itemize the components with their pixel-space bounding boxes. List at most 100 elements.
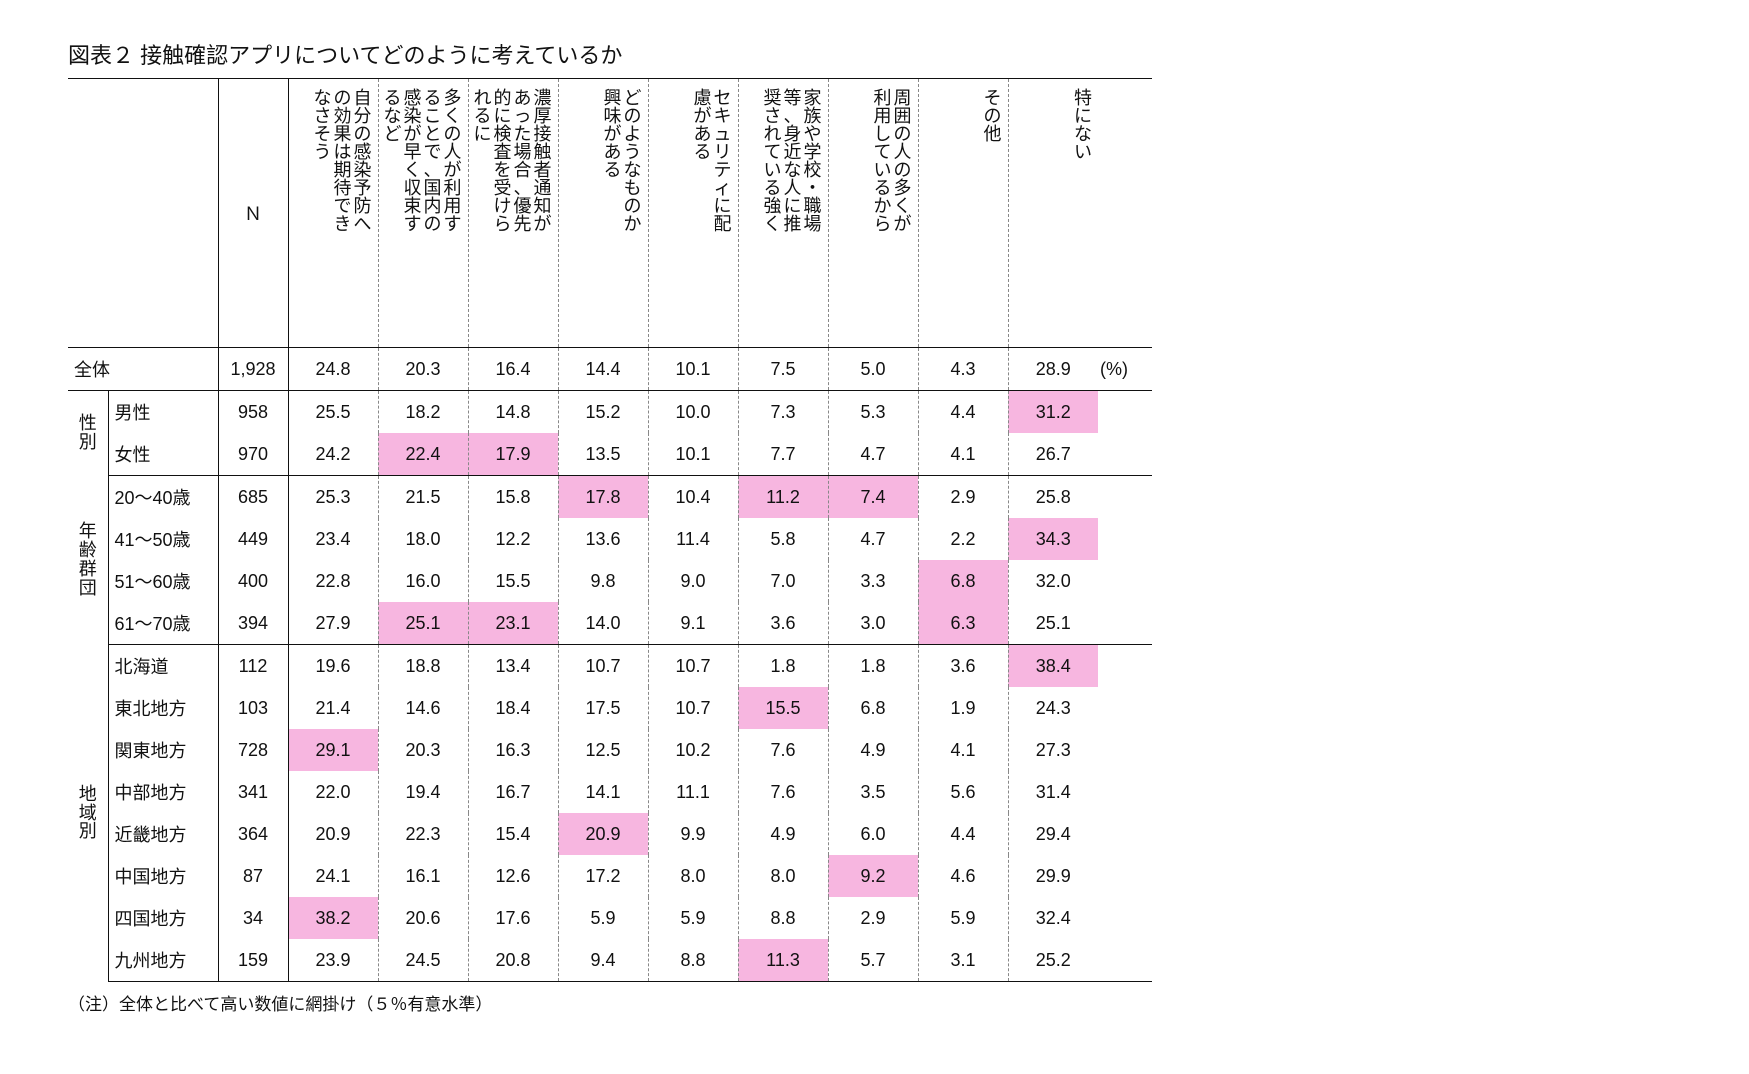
value-cell: 7.5: [738, 348, 828, 391]
value-cell: 24.3: [1008, 687, 1098, 729]
table-row: 女性97024.222.417.913.510.17.74.74.126.7: [68, 433, 1152, 476]
value-cell: 11.2: [738, 476, 828, 519]
value-cell: 10.7: [648, 687, 738, 729]
row-label: 20～40歳: [108, 476, 218, 519]
value-cell: 7.6: [738, 729, 828, 771]
row-label: 51～60歳: [108, 560, 218, 602]
value-cell: 14.1: [558, 771, 648, 813]
row-label: 61～70歳: [108, 602, 218, 645]
value-cell: 12.5: [558, 729, 648, 771]
value-cell: 18.2: [378, 391, 468, 434]
value-cell: 25.1: [1008, 602, 1098, 645]
value-cell: 6.3: [918, 602, 1008, 645]
value-cell: 19.4: [378, 771, 468, 813]
value-cell: 8.8: [648, 939, 738, 982]
row-label-total: 全体: [68, 348, 218, 391]
row-label: 中部地方: [108, 771, 218, 813]
value-cell: 10.7: [558, 645, 648, 688]
value-cell: 4.1: [918, 433, 1008, 476]
value-cell: 17.2: [558, 855, 648, 897]
value-cell: 18.4: [468, 687, 558, 729]
row-label: 四国地方: [108, 897, 218, 939]
value-cell: 4.7: [828, 433, 918, 476]
value-cell: 24.2: [288, 433, 378, 476]
n-cell: 34: [218, 897, 288, 939]
value-cell: 13.5: [558, 433, 648, 476]
value-cell: 10.1: [648, 433, 738, 476]
value-cell: 10.1: [648, 348, 738, 391]
value-cell: 8.0: [648, 855, 738, 897]
n-cell: 728: [218, 729, 288, 771]
n-cell: 112: [218, 645, 288, 688]
group-label: 性別: [68, 391, 108, 476]
value-cell: 3.6: [918, 645, 1008, 688]
table-row: 41～50歳44923.418.012.213.611.45.84.72.234…: [68, 518, 1152, 560]
n-cell: 87: [218, 855, 288, 897]
value-cell: 13.4: [468, 645, 558, 688]
value-cell: 18.0: [378, 518, 468, 560]
value-cell: 11.3: [738, 939, 828, 982]
row-label: 女性: [108, 433, 218, 476]
value-cell: 21.5: [378, 476, 468, 519]
table-title: 図表２ 接触確認アプリについてどのように考えているか: [68, 38, 1681, 70]
value-cell: 9.0: [648, 560, 738, 602]
value-cell: 22.4: [378, 433, 468, 476]
value-cell: 9.1: [648, 602, 738, 645]
row-label: 東北地方: [108, 687, 218, 729]
value-cell: 20.9: [558, 813, 648, 855]
value-cell: 12.2: [468, 518, 558, 560]
row-label: 中国地方: [108, 855, 218, 897]
n-cell: 958: [218, 391, 288, 434]
table-row: 61～70歳39427.925.123.114.09.13.63.06.325.…: [68, 602, 1152, 645]
n-cell: 103: [218, 687, 288, 729]
value-cell: 10.2: [648, 729, 738, 771]
value-cell: 9.8: [558, 560, 648, 602]
value-cell: 1.8: [828, 645, 918, 688]
value-cell: 25.1: [378, 602, 468, 645]
col-header-3: 濃厚接触者通知があった場合、優先的に検査を受けられるに: [468, 79, 558, 348]
n-cell: 400: [218, 560, 288, 602]
value-cell: 29.1: [288, 729, 378, 771]
value-cell: 20.8: [468, 939, 558, 982]
col-header-5: セキュリティに配慮がある: [648, 79, 738, 348]
n-cell: 159: [218, 939, 288, 982]
value-cell: 7.4: [828, 476, 918, 519]
data-table: Ｎ 自分の感染予防への効果は期待できなさそう 多くの人が利用することで、国内の感…: [68, 78, 1152, 982]
value-cell: 34.3: [1008, 518, 1098, 560]
value-cell: 22.3: [378, 813, 468, 855]
value-cell: 16.3: [468, 729, 558, 771]
value-cell: 20.9: [288, 813, 378, 855]
value-cell: 23.9: [288, 939, 378, 982]
row-label: 41～50歳: [108, 518, 218, 560]
value-cell: 4.3: [918, 348, 1008, 391]
value-cell: 26.7: [1008, 433, 1098, 476]
value-cell: 2.9: [828, 897, 918, 939]
value-cell: 25.2: [1008, 939, 1098, 982]
value-cell: 4.9: [738, 813, 828, 855]
n-cell: 970: [218, 433, 288, 476]
value-cell: 25.5: [288, 391, 378, 434]
value-cell: 9.2: [828, 855, 918, 897]
value-cell: 23.4: [288, 518, 378, 560]
value-cell: 14.4: [558, 348, 648, 391]
n-cell: 449: [218, 518, 288, 560]
table-row: 51～60歳40022.816.015.59.89.07.03.36.832.0: [68, 560, 1152, 602]
row-label: 北海道: [108, 645, 218, 688]
table-footnote: （注）全体と比べて高い数値に網掛け（５％有意水準）: [68, 990, 1681, 1015]
unit-label: (%): [1098, 348, 1152, 391]
table-row: 近畿地方36420.922.315.420.99.94.96.04.429.4: [68, 813, 1152, 855]
n-cell: 685: [218, 476, 288, 519]
value-cell: 21.4: [288, 687, 378, 729]
value-cell: 20.6: [378, 897, 468, 939]
value-cell: 32.0: [1008, 560, 1098, 602]
value-cell: 9.4: [558, 939, 648, 982]
value-cell: 2.9: [918, 476, 1008, 519]
value-cell: 11.4: [648, 518, 738, 560]
value-cell: 13.6: [558, 518, 648, 560]
value-cell: 20.3: [378, 348, 468, 391]
value-cell: 10.7: [648, 645, 738, 688]
value-cell: 27.3: [1008, 729, 1098, 771]
table-row: 四国地方3438.220.617.65.95.98.82.95.932.4: [68, 897, 1152, 939]
value-cell: 4.9: [828, 729, 918, 771]
value-cell: 4.4: [918, 813, 1008, 855]
